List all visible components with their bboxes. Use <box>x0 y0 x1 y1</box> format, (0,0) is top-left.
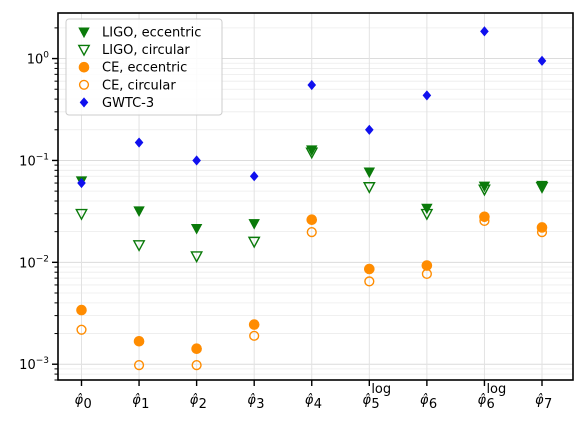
data-point <box>75 208 88 221</box>
data-point <box>77 177 86 189</box>
legend-item: LIGO, eccentric <box>78 26 201 41</box>
data-point <box>364 263 375 275</box>
data-point <box>249 171 259 182</box>
series-gwtc-3 <box>77 26 547 189</box>
x-tick-superscript: log <box>371 382 391 397</box>
data-point <box>421 203 433 215</box>
data-point <box>247 236 261 249</box>
x-tick-subscript: 2 <box>199 397 207 412</box>
legend-marker <box>78 61 90 73</box>
plot-frame <box>57 12 574 381</box>
data-point <box>479 215 490 227</box>
data-point <box>421 268 432 279</box>
data-point <box>190 251 203 264</box>
data-point <box>306 227 317 238</box>
legend-item: GWTC-3 <box>79 96 154 111</box>
data-point <box>306 214 318 226</box>
legend-label: LIGO, circular <box>102 43 190 58</box>
data-marks <box>75 26 549 371</box>
data-point <box>133 360 145 371</box>
x-tick-symbol: φ̂ <box>132 393 141 408</box>
x-tick-subscript: 3 <box>256 397 264 412</box>
data-point <box>249 330 260 341</box>
x-tick-label: φ̂ 7 <box>535 393 552 412</box>
data-point <box>478 181 491 193</box>
x-tick-label: φ̂ 4 <box>305 393 322 412</box>
data-point <box>132 240 146 252</box>
data-point <box>421 260 433 271</box>
legend-marker <box>78 27 90 39</box>
x-tick-label: φ̂ 0 <box>75 393 92 412</box>
x-tick-subscript: 1 <box>141 397 149 412</box>
data-point <box>362 182 376 194</box>
x-tick-symbol: φ̂ <box>477 393 486 408</box>
data-point <box>191 360 202 371</box>
series-ligo-circular <box>75 147 549 264</box>
data-point <box>364 276 375 287</box>
legend-marker <box>77 44 91 57</box>
x-tick-label: φ̂ 1 <box>132 393 149 412</box>
x-tick-label: φ̂ 3 <box>247 393 264 412</box>
data-point <box>420 208 434 221</box>
data-point <box>363 167 376 179</box>
data-point <box>190 224 203 235</box>
x-tick-symbol: φ̂ <box>305 393 314 408</box>
data-point <box>480 26 489 37</box>
y-tick-label: 10−1 <box>19 152 49 169</box>
data-point <box>478 184 491 197</box>
data-point <box>133 206 145 217</box>
data-point <box>191 343 202 355</box>
data-point <box>536 227 548 238</box>
data-point <box>537 55 547 66</box>
x-tick-symbol: φ̂ <box>247 393 256 408</box>
data-point <box>422 90 432 101</box>
legend-marker <box>78 79 90 90</box>
x-tick-symbol: φ̂ <box>190 393 199 408</box>
x-tick-subscript: 6 <box>429 397 437 412</box>
legend-marker <box>79 97 89 108</box>
legend-box <box>65 18 223 116</box>
x-tick-subscript: 0 <box>84 397 92 412</box>
data-point <box>192 155 201 166</box>
x-tick-superscript: log <box>486 382 506 397</box>
x-tick-symbol: φ̂ <box>362 393 371 408</box>
data-point <box>535 182 549 194</box>
data-point <box>134 137 144 148</box>
legend-item: CE, circular <box>78 78 176 93</box>
data-point <box>305 147 319 160</box>
x-tick-subscript: 6 <box>486 397 494 412</box>
x-tick-symbol: φ̂ <box>75 393 84 408</box>
legend-item: LIGO, circular <box>77 43 190 58</box>
y-axis: 10−3 10−2 10−1 100 <box>19 27 58 381</box>
data-point <box>76 304 87 316</box>
data-point <box>536 180 548 192</box>
x-tick-symbol: φ̂ <box>535 393 544 408</box>
x-tick-label: φ̂ 2 <box>190 393 207 412</box>
y-tick-label: 100 <box>27 51 50 68</box>
data-point <box>365 124 374 135</box>
x-tick-subscript: 5 <box>371 397 379 412</box>
y-tick-label: 10−2 <box>19 254 49 271</box>
series-ce-circular <box>76 215 548 371</box>
data-point <box>133 335 145 347</box>
x-tick-subscript: 7 <box>544 397 552 412</box>
legend: LIGO, eccentric LIGO, circular CE, eccentr… <box>65 18 223 116</box>
legend-label: CE, eccentric <box>102 61 187 76</box>
legend-label: CE, circular <box>102 78 176 93</box>
data-point <box>248 219 260 230</box>
legend-label: LIGO, eccentric <box>102 26 201 41</box>
y-tick-label: 10−3 <box>19 356 49 373</box>
legend-item: CE, eccentric <box>78 61 187 76</box>
data-point <box>76 324 87 335</box>
x-tick-symbol: φ̂ <box>420 393 429 408</box>
x-tick-label: φ̂ 6 <box>420 393 437 412</box>
data-point <box>307 79 317 91</box>
data-point <box>248 319 260 330</box>
x-tick-subscript: 4 <box>314 397 322 412</box>
legend-label: GWTC-3 <box>102 96 154 111</box>
